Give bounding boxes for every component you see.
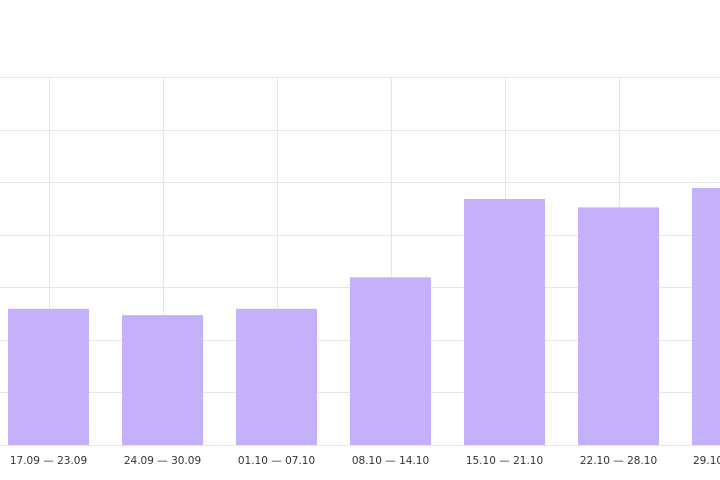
x-tick-label: 22.10 — 28.10 (580, 455, 657, 467)
x-tick-label: 24.09 — 30.09 (124, 455, 201, 467)
x-tick-label: 15.10 — 21.10 (466, 455, 543, 467)
x-tick-label: 29.10 (693, 455, 720, 467)
x-tick-label: 08.10 — 14.10 (352, 455, 429, 467)
bar (692, 187, 720, 445)
x-tick-label: 01.10 — 07.10 (238, 455, 315, 467)
bar (236, 308, 317, 445)
x-tick-label: 17.09 — 23.09 (10, 455, 87, 467)
bar (464, 198, 545, 445)
bar (8, 308, 89, 445)
bar (578, 207, 659, 445)
bar (350, 277, 431, 445)
bar (122, 315, 203, 445)
